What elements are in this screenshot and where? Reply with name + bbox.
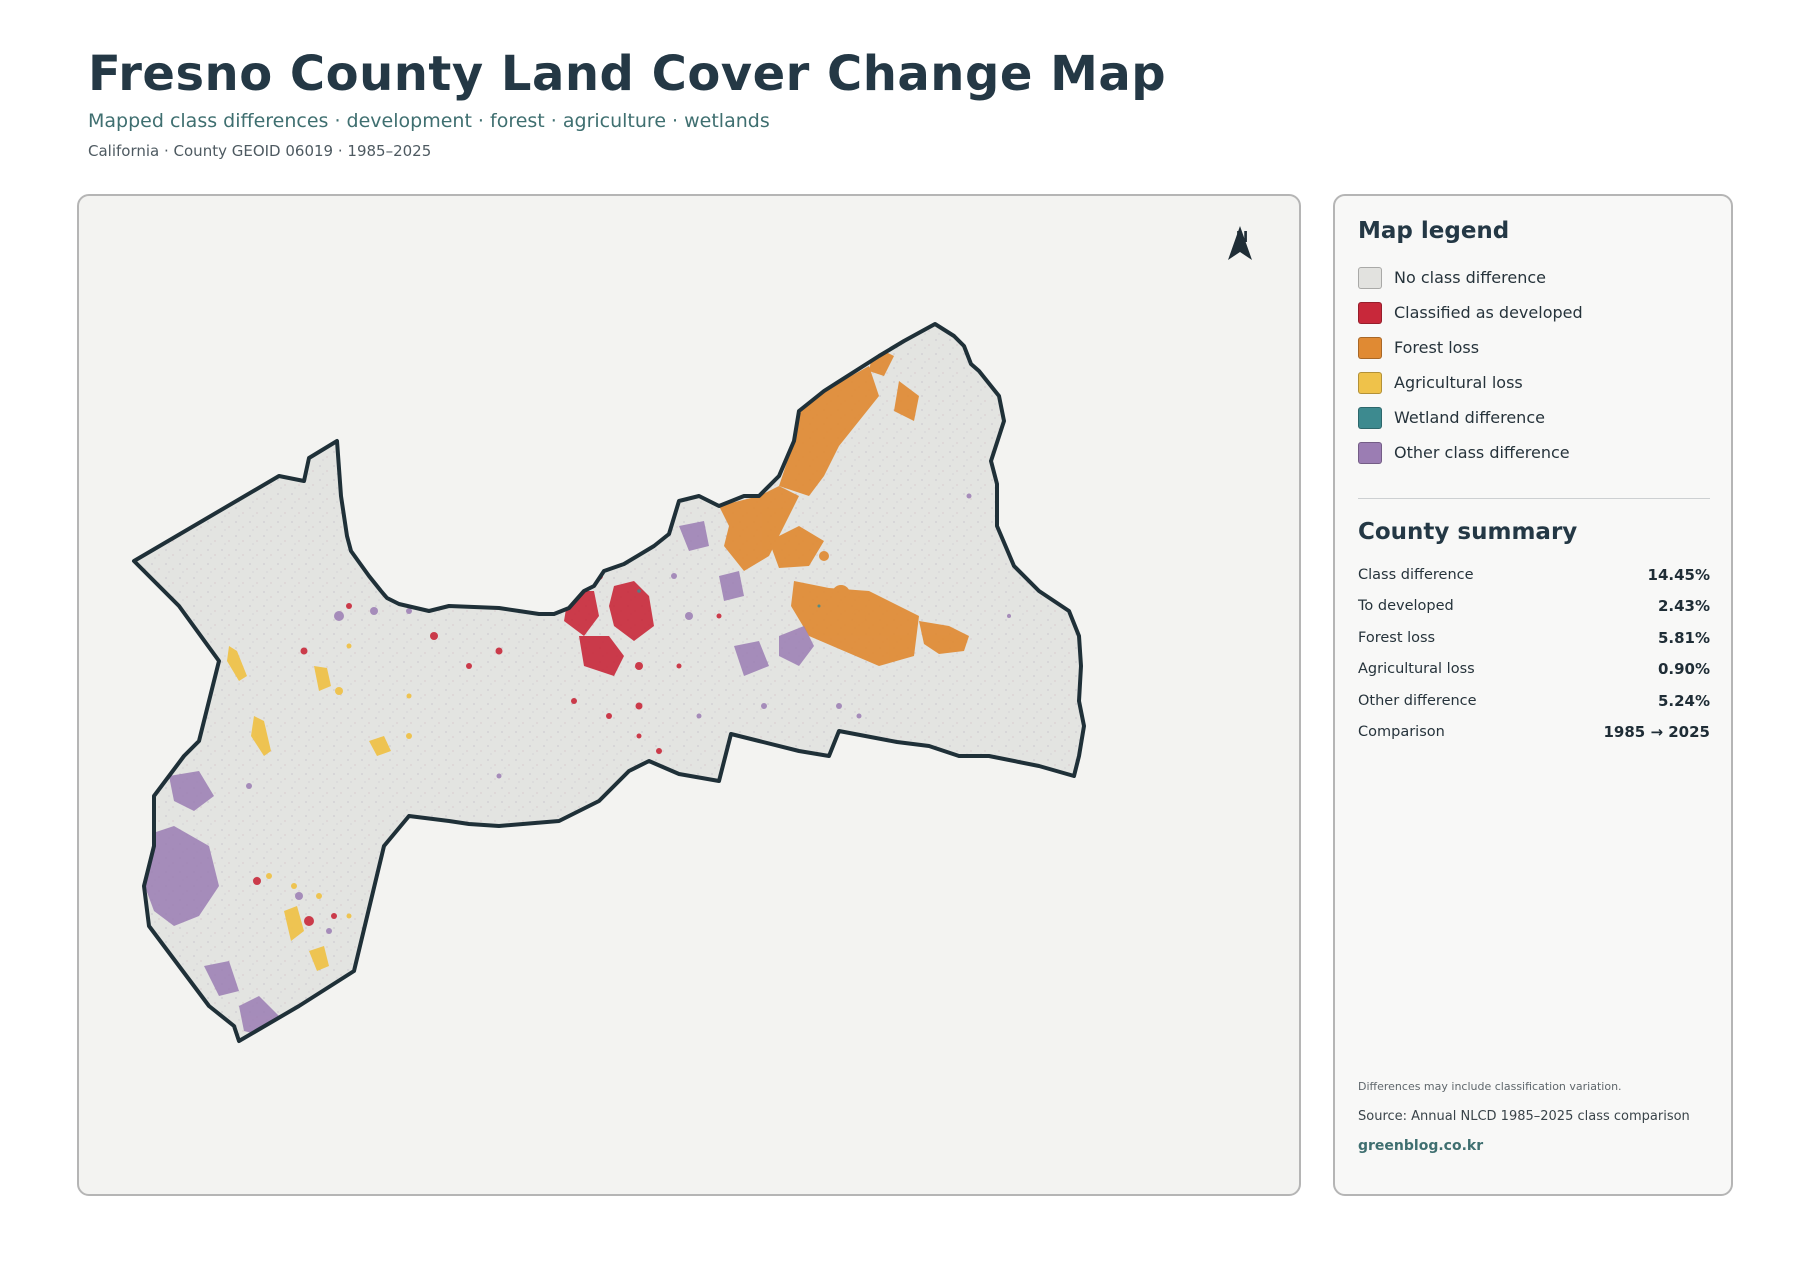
summary-label: To developed	[1358, 598, 1454, 615]
summary-value: 1985 → 2025	[1603, 723, 1710, 742]
agricultural-loss-patches	[227, 643, 412, 971]
header: Fresno County Land Cover Change Map Mapp…	[88, 46, 1166, 160]
summary-value: 5.24%	[1657, 691, 1710, 710]
summary-row: Other difference 5.24%	[1358, 685, 1710, 717]
summary-value: 2.43%	[1657, 597, 1710, 616]
legend-item-wetland: Wetland difference	[1358, 400, 1710, 435]
summary-label: Class difference	[1358, 566, 1474, 583]
page-subtitle: Mapped class differences · development ·…	[88, 110, 770, 132]
forest-loss-patches	[719, 346, 969, 666]
wetland-difference-patches	[637, 589, 821, 608]
summary-value: 0.90%	[1657, 660, 1710, 679]
legend-item-no-difference: No class difference	[1358, 260, 1710, 295]
legend-label: No class difference	[1394, 268, 1546, 287]
summary-value: 14.45%	[1647, 565, 1710, 584]
legend-swatch	[1358, 266, 1382, 289]
summary-title: County summary	[1358, 519, 1578, 545]
page-meta: California · County GEOID 06019 · 1985–2…	[88, 142, 432, 160]
site-link[interactable]: greenblog.co.kr	[1358, 1138, 1484, 1154]
legend-item-developed: Classified as developed	[1358, 295, 1710, 330]
divider	[1358, 498, 1710, 499]
footnote: Differences may include classification v…	[1358, 1080, 1718, 1154]
legend-swatch	[1358, 441, 1382, 464]
summary-row: Class difference 14.45%	[1358, 559, 1710, 591]
legend-item-agricultural-loss: Agricultural loss	[1358, 365, 1710, 400]
legend: No class difference Classified as develo…	[1358, 260, 1710, 470]
county-map[interactable]	[79, 196, 1301, 1196]
side-panel: Map legend No class difference Classifie…	[1333, 194, 1733, 1196]
legend-title: Map legend	[1358, 218, 1510, 244]
legend-item-forest-loss: Forest loss	[1358, 330, 1710, 365]
legend-swatch	[1358, 336, 1382, 359]
summary-row: Comparison 1985 → 2025	[1358, 717, 1710, 749]
legend-label: Other class difference	[1394, 443, 1570, 462]
summary-row: Agricultural loss 0.90%	[1358, 654, 1710, 686]
summary-label: Comparison	[1358, 724, 1445, 741]
legend-label: Forest loss	[1394, 338, 1480, 357]
summary-label: Other difference	[1358, 692, 1477, 709]
legend-label: Agricultural loss	[1394, 373, 1523, 392]
source-text: Source: Annual NLCD 1985–2025 class comp…	[1358, 1109, 1690, 1124]
summary-value: 5.81%	[1657, 628, 1710, 647]
other-difference-patches	[141, 493, 1011, 1036]
summary-label: Forest loss	[1358, 629, 1436, 646]
north-arrow-icon	[1228, 226, 1252, 260]
summary-row: To developed 2.43%	[1358, 591, 1710, 623]
summary-row: Forest loss 5.81%	[1358, 622, 1710, 654]
legend-label: Wetland difference	[1394, 408, 1545, 427]
legend-swatch	[1358, 301, 1382, 324]
legend-item-other: Other class difference	[1358, 435, 1710, 470]
classification-note: Differences may include classification v…	[1358, 1080, 1622, 1093]
legend-label: Classified as developed	[1394, 303, 1583, 322]
page-title: Fresno County Land Cover Change Map	[88, 46, 1167, 102]
legend-swatch	[1358, 371, 1382, 394]
north-arrow: N	[1227, 226, 1257, 260]
county-fill	[134, 324, 1084, 1041]
map-panel[interactable]: N	[77, 194, 1301, 1196]
summary-table: Class difference 14.45% To developed 2.4…	[1358, 559, 1710, 748]
summary-label: Agricultural loss	[1358, 661, 1475, 678]
legend-swatch	[1358, 406, 1382, 429]
